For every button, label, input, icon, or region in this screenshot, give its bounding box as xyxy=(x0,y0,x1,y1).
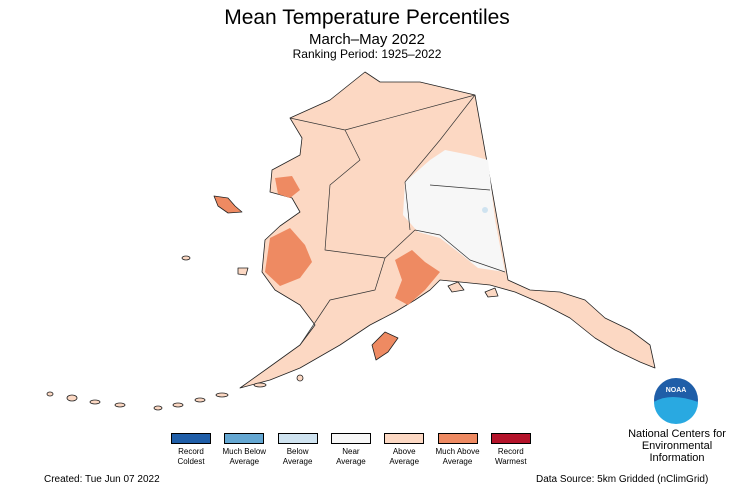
island xyxy=(114,402,126,408)
legend-swatch xyxy=(490,433,531,444)
region-border xyxy=(429,184,491,191)
region-border xyxy=(404,181,411,231)
island xyxy=(253,382,267,388)
legend-label: Much Above Average xyxy=(435,447,480,466)
island xyxy=(237,267,249,276)
legend-swatch xyxy=(171,433,211,444)
created-date: Created: Tue Jun 07 2022 xyxy=(44,474,160,485)
near-average-region xyxy=(403,150,505,272)
island xyxy=(296,374,304,382)
agency-name: National Centers for Environmental Infor… xyxy=(628,428,726,464)
map-title: Mean Temperature Percentiles xyxy=(224,6,510,29)
island xyxy=(371,331,399,361)
island xyxy=(66,394,78,402)
legend-swatch xyxy=(224,433,265,444)
island xyxy=(89,399,101,405)
aleutians xyxy=(46,374,304,411)
legend-swatch xyxy=(330,433,371,444)
legend-swatch xyxy=(277,433,318,444)
ranking-period: Ranking Period: 1925–2022 xyxy=(292,47,442,61)
legend-label: Much Below Average xyxy=(222,447,267,466)
island xyxy=(484,287,499,298)
legend-label: Record Coldest xyxy=(177,447,205,466)
region-border xyxy=(289,117,506,273)
legend-label: Above Average xyxy=(389,447,420,466)
legend-swatch xyxy=(384,433,425,444)
island xyxy=(181,255,191,261)
island xyxy=(172,402,184,408)
legend-label: Near Average xyxy=(336,447,366,466)
region-border xyxy=(404,94,476,183)
island xyxy=(482,207,488,213)
island xyxy=(447,281,465,293)
island xyxy=(153,405,163,411)
much-above-region xyxy=(395,250,440,305)
legend-swatch xyxy=(437,433,478,444)
legend-label: Below Average xyxy=(282,447,313,466)
island xyxy=(215,392,229,398)
region-border xyxy=(299,257,386,346)
island xyxy=(213,195,243,214)
much-above-region xyxy=(265,228,312,286)
much-above-region xyxy=(275,176,300,198)
map-subtitle: March–May 2022 xyxy=(309,31,425,48)
data-source: Data Source: 5km Gridded (nClimGrid) xyxy=(536,474,709,485)
logo-wave xyxy=(654,397,698,424)
island xyxy=(194,397,206,403)
logo-text: NOAA xyxy=(666,387,687,394)
island xyxy=(46,391,54,397)
region-border xyxy=(344,94,476,131)
legend-label: Record Warmest xyxy=(494,447,527,466)
